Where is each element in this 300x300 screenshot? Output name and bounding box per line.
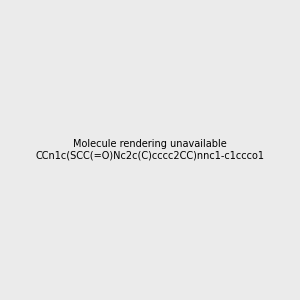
Text: Molecule rendering unavailable
CCn1c(SCC(=O)Nc2c(C)cccc2CC)nnc1-c1ccco1: Molecule rendering unavailable CCn1c(SCC… xyxy=(35,139,265,161)
